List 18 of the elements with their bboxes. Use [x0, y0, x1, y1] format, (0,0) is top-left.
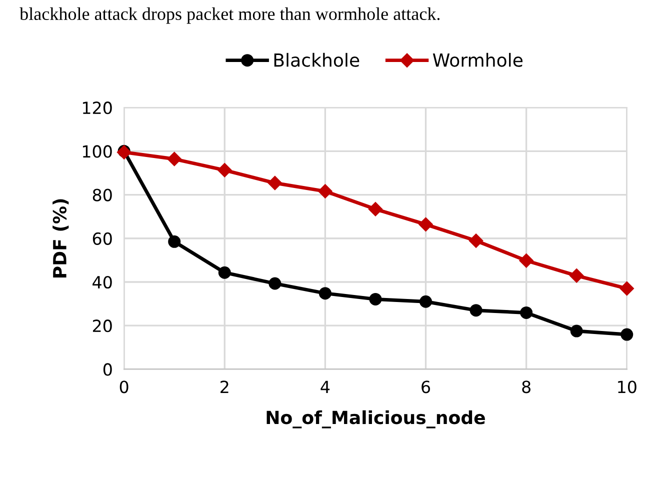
- x-axis-title: No_of_Malicious_node: [266, 410, 485, 428]
- y-tick-label: 40: [92, 276, 112, 289]
- y-tick-label: 100: [82, 145, 112, 158]
- x-tick-label: 8: [522, 380, 530, 394]
- x-tick-label: 0: [120, 380, 128, 394]
- legend-label: Blackhole: [274, 52, 360, 67]
- y-tick-label: 60: [92, 232, 112, 245]
- x-tick-label: 2: [220, 380, 228, 393]
- text: blackhole attack drops packet more than wormhole attack.: [20, 7, 440, 24]
- x-tick-label: 6: [422, 380, 430, 394]
- x-tick-label: 4: [320, 380, 330, 393]
- y-tick-label: 80: [92, 188, 112, 202]
- y-tick-label: 120: [82, 102, 112, 114]
- x-tick-label: 10: [618, 380, 636, 394]
- legend-label: Wormhole: [432, 52, 523, 67]
- y-tick-label: 0: [103, 363, 112, 376]
- y-axis-title: PDF (%): [52, 199, 69, 278]
- y-tick-label: 20: [92, 320, 112, 332]
